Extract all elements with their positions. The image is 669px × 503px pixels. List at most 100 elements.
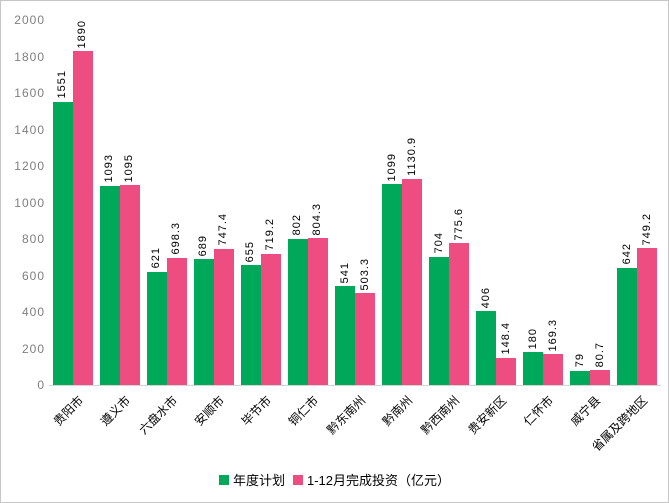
bar-value-label: 775.6 [452,207,465,241]
bar-value-label: 80.7 [593,341,606,368]
bar-column: 775.6 [449,20,470,385]
x-axis-category-label: 贵安新区 [465,393,510,438]
x-axis-category-label: 威宁县 [568,393,604,429]
legend-label-completed-investment: 1-12月完成投资（亿元） [306,473,451,488]
bar-annual-plan [523,352,544,385]
y-axis-tick-label: 1800 [14,49,45,64]
bar-column: 541 [335,20,355,385]
bar-value-label: 719.2 [264,218,277,251]
bar-column: 406 [476,20,497,385]
bar-column: 148.4 [496,20,517,385]
bar-annual-plan [146,271,167,385]
bar-annual-plan [476,310,497,385]
bar-column: 719.2 [260,20,281,385]
y-axis-tick-label: 200 [21,341,45,356]
bar-value-label: 169.3 [546,318,559,352]
bar-value-label: 689 [197,234,210,257]
bar-completed-investment [449,243,470,385]
bar-value-label: 1099 [385,152,398,182]
y-axis-tick-label: 1400 [14,122,45,137]
x-axis-category-label: 六盘水市 [136,393,180,438]
legend-label-annual-plan: 年度计划 [232,473,285,488]
bar-completed-investment [72,51,93,385]
x-axis-category-label: 毕节市 [238,393,275,429]
bar-annual-plan [382,184,403,385]
bar-completed-investment [166,257,187,385]
y-axis-tick-label: 1000 [14,195,45,210]
bar-value-label: 1095 [123,153,136,183]
bar-completed-investment [402,178,423,385]
bar-completed-investment [496,357,517,385]
bar-column: 804.3 [307,20,328,385]
bar-column: 503.3 [355,20,375,385]
bar-annual-plan [52,101,73,385]
bar-annual-plan [99,185,120,385]
bar-column: 704 [429,20,450,385]
plot-area: 1551 1890 1093 1095 621 698.3 689 747.4 655 719.2… [49,20,661,386]
bar-value-label: 1093 [103,154,116,183]
bar-completed-investment [260,253,281,385]
x-axis-category-label: 黔西南州 [418,393,463,438]
legend-green-swatch-icon [218,474,229,485]
x-axis-category-label: 黔东南州 [324,393,369,438]
x-axis-category-label: 贵阳市 [50,393,86,429]
x-axis-category-label: 黔南州 [379,393,416,429]
bar-column: 79 [570,20,591,385]
y-axis-tick-label: 0 [37,378,45,392]
bar-completed-investment [590,370,611,385]
bar-value-label: 541 [338,261,351,284]
bar-column: 1095 [119,20,140,385]
bar-column: 1551 [52,20,73,385]
bar-column: 749.2 [637,20,658,385]
bar-completed-investment [543,354,564,385]
bar-completed-investment [119,185,140,385]
bar-column: 747.4 [213,20,234,385]
bar-column: 689 [193,20,214,385]
y-axis-tick-label: 1600 [14,86,45,100]
bar-column: 180 [523,20,544,385]
bar-value-label: 747.4 [217,213,230,246]
legend: 年度计划 1-12月完成投资（亿元） [1,470,668,489]
bar-value-label: 180 [526,327,539,350]
bar-annual-plan [335,286,355,385]
y-axis-tick-label: 1200 [14,159,45,173]
bar-column: 655 [240,20,261,385]
y-axis: 0 200 400 600 800 1000 1200 1400 1600 1800 2000 [5,13,45,392]
x-axis-category-label: 省属及跨地区 [589,393,651,455]
bar-value-label: 148.4 [499,322,512,355]
bar-value-label: 804.3 [311,202,324,236]
y-axis-tick-label: 2000 [14,13,45,27]
bar-annual-plan [240,265,261,385]
legend-item-annual-plan: 年度计划 [218,470,285,489]
bar-annual-plan [570,370,591,385]
bar-annual-plan [193,259,214,385]
bar-value-label: 642 [620,243,633,265]
x-axis-category-label: 安顺市 [191,393,227,429]
x-axis-category-label: 遵义市 [97,393,133,429]
bar-completed-investment [637,248,658,385]
bar-column: 1093 [99,20,120,385]
bar-value-label: 802 [291,214,304,236]
bar-annual-plan [429,256,450,385]
bar-column: 80.7 [590,20,611,385]
bar-completed-investment [307,238,328,385]
bar-column: 1099 [382,20,403,385]
legend-pink-swatch-icon [292,474,303,485]
bar-column: 169.3 [543,20,564,385]
bar-value-label: 704 [432,232,445,254]
bar-value-label: 1130.9 [405,136,418,176]
x-axis-category-label: 铜仁市 [285,393,322,429]
bar-column: 802 [287,20,308,385]
bar-value-label: 621 [150,247,163,269]
bar-completed-investment [355,293,375,385]
bar-column: 642 [617,20,638,385]
bar-annual-plan [287,238,308,385]
bar-value-label: 698.3 [170,222,183,255]
bar-value-label: 1890 [76,20,89,49]
bar-value-label: 1551 [56,70,69,99]
bar-column: 1130.9 [402,20,423,385]
bar-value-label: 655 [244,241,257,263]
bar-value-label: 503.3 [358,257,371,291]
bar-value-label: 79 [573,353,586,368]
